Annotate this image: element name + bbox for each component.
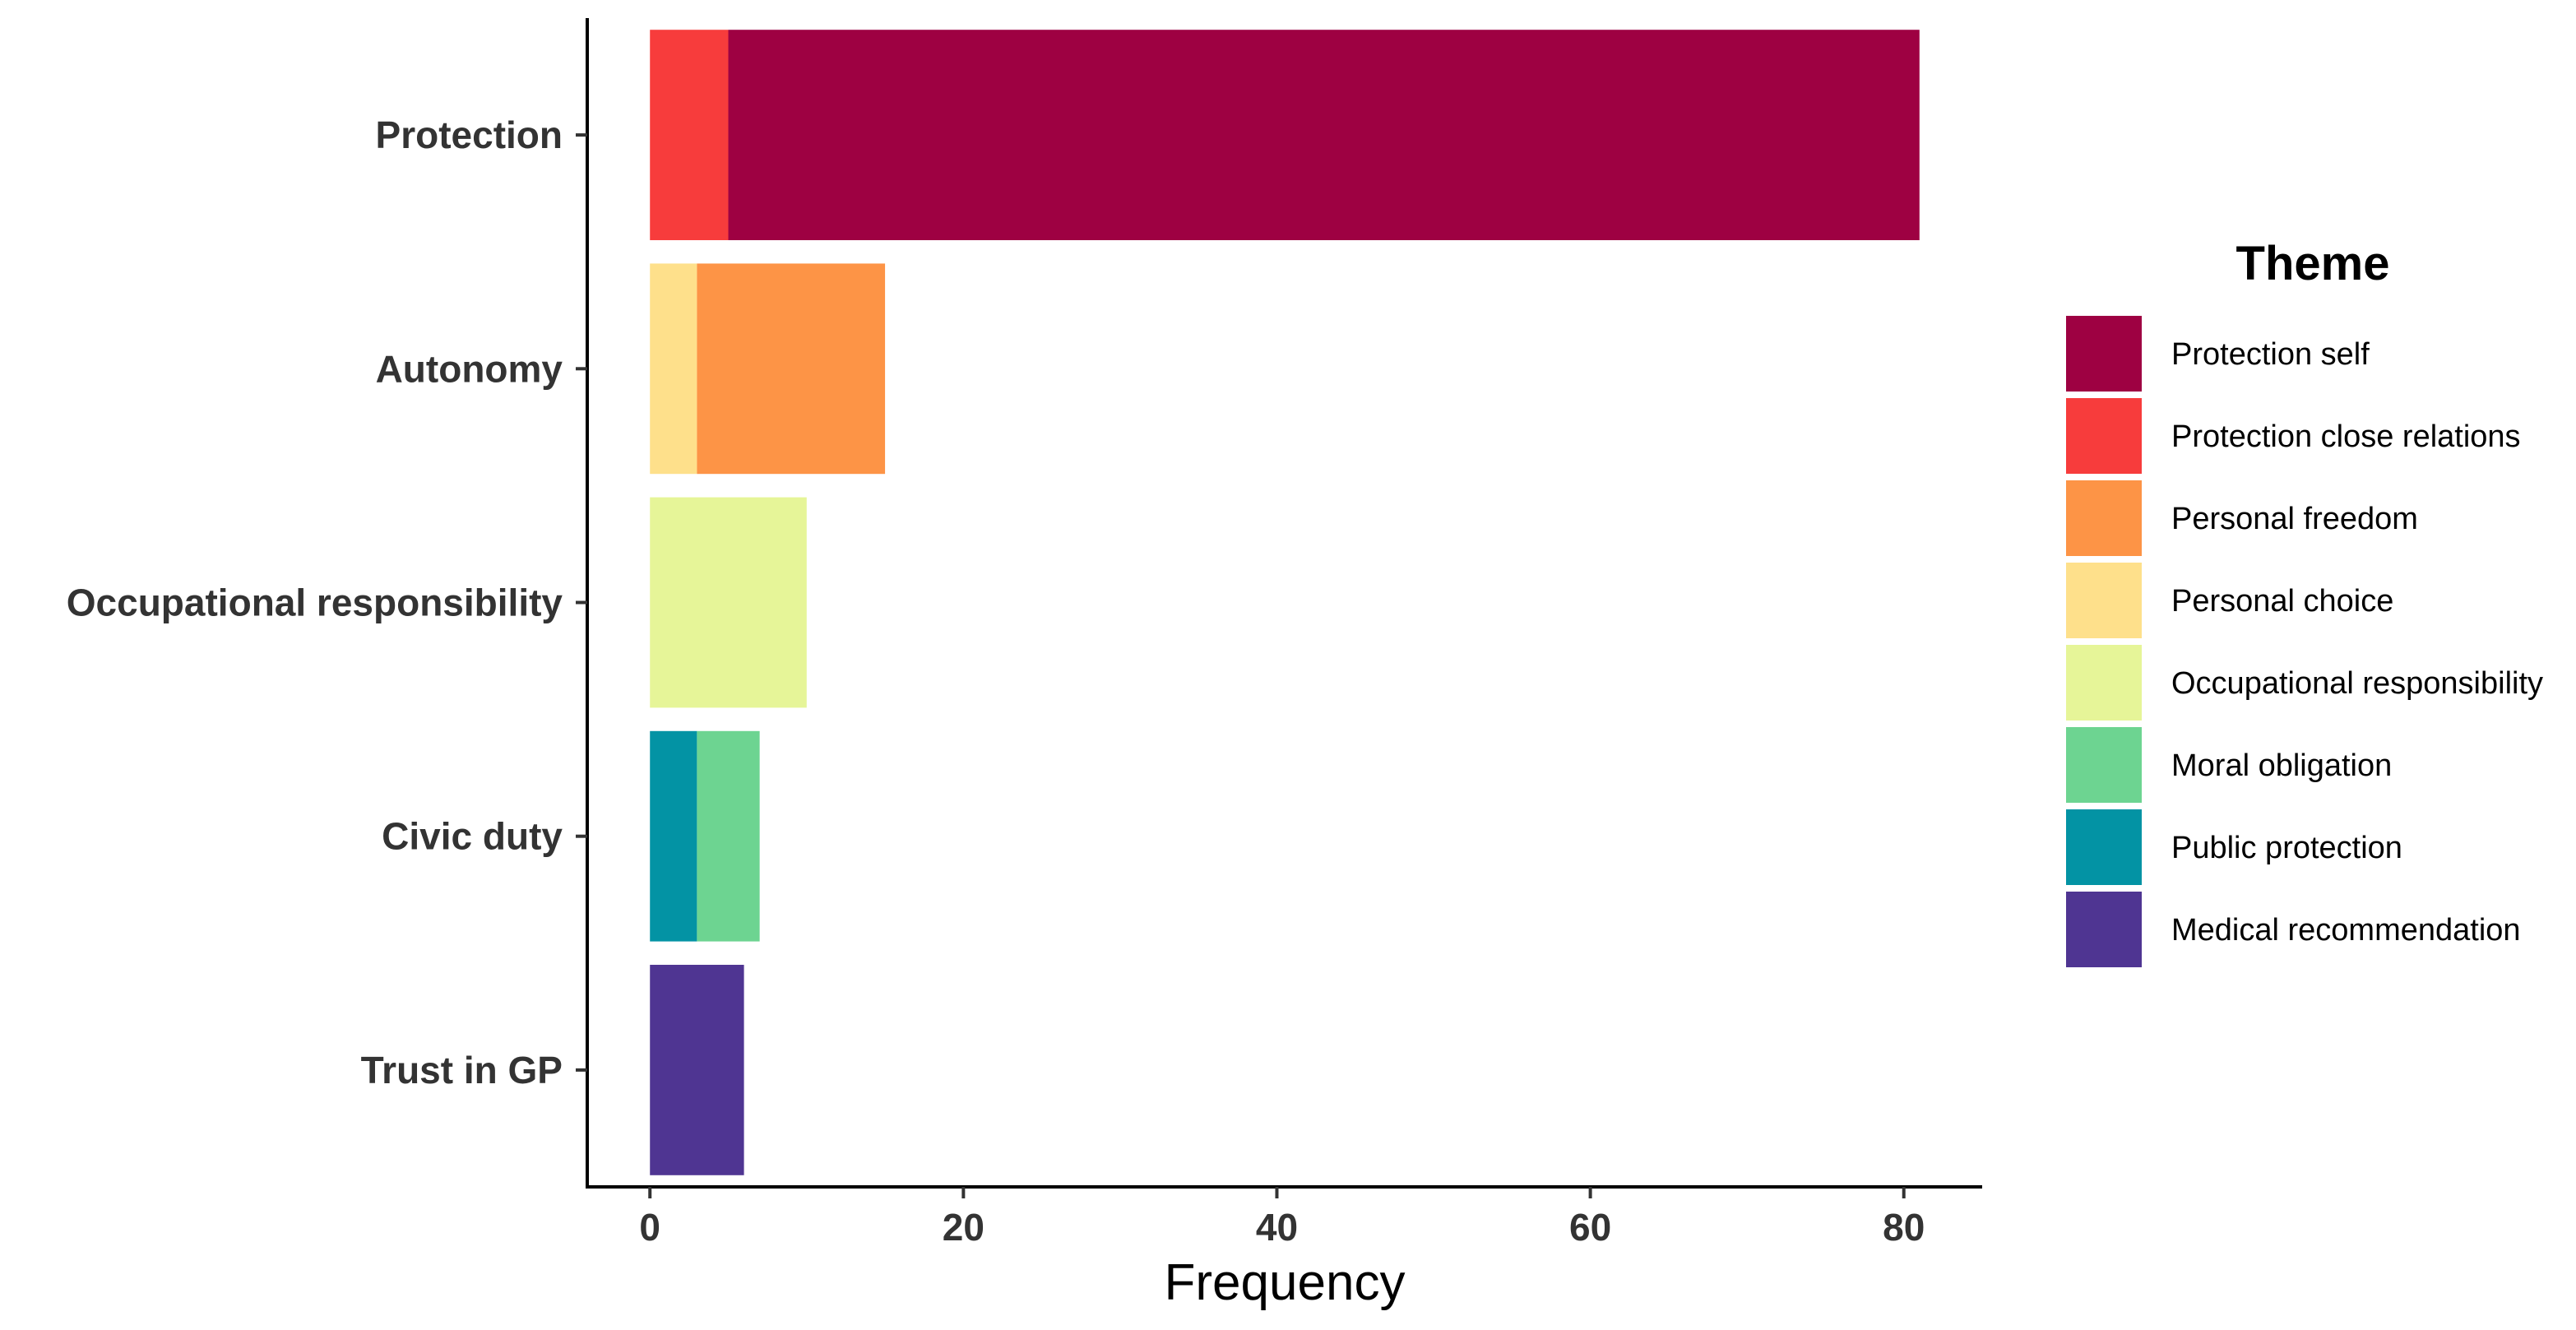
bar-trust-in-gp-medical-recommendation — [650, 965, 744, 1175]
legend-key-personal-freedom — [2066, 480, 2142, 556]
legend-label-moral-obligation: Moral obligation — [2171, 748, 2392, 783]
legend-label-personal-choice: Personal choice — [2171, 584, 2393, 619]
legend-label-occupational-responsibility: Occupational responsibility — [2171, 666, 2543, 701]
bars-group — [650, 30, 1920, 1175]
legend-label-personal-freedom: Personal freedom — [2171, 502, 2418, 536]
bar-civic-duty-moral-obligation — [697, 730, 760, 942]
legend-label-protection-self: Protection self — [2171, 337, 2370, 372]
legend-label-medical-recommendation: Medical recommendation — [2171, 913, 2521, 948]
x-tick-label-80: 80 — [1883, 1206, 1925, 1249]
y-tick-label-civic-duty: Civic duty — [382, 815, 563, 858]
x-tick-label-60: 60 — [1569, 1206, 1611, 1249]
legend-label-public-protection: Public protection — [2171, 831, 2402, 865]
bar-autonomy-personal-freedom — [697, 263, 886, 475]
y-tick-label-trust-in-gp: Trust in GP — [361, 1049, 563, 1091]
legend-key-protection-close-relations — [2066, 398, 2142, 474]
legend-key-personal-choice — [2066, 563, 2142, 638]
y-ticks-group: Protection Autonomy Occupational responsib… — [67, 114, 587, 1091]
y-tick-label-occupational-responsibility: Occupational responsibility — [67, 582, 563, 624]
legend-key-protection-self — [2066, 316, 2142, 392]
y-tick-label-protection: Protection — [376, 114, 563, 156]
x-tick-label-40: 40 — [1256, 1206, 1298, 1249]
x-tick-label-20: 20 — [943, 1206, 985, 1249]
x-axis-title: Frequency — [1165, 1254, 1406, 1311]
legend-key-moral-obligation — [2066, 727, 2142, 803]
bar-protection-protection-self — [728, 30, 1920, 240]
legend: Theme Protection self Protection close re… — [2066, 237, 2543, 967]
legend-title: Theme — [2236, 237, 2390, 290]
legend-key-medical-recommendation — [2066, 892, 2142, 967]
legend-label-protection-close-relations: Protection close relations — [2171, 419, 2521, 454]
bar-occupational-responsibility-occupational-responsibility — [650, 497, 807, 708]
bar-protection-protection-close-relations — [650, 30, 729, 240]
y-tick-label-autonomy: Autonomy — [376, 347, 563, 390]
legend-items: Protection self Protection close relation… — [2066, 316, 2543, 967]
legend-key-public-protection — [2066, 809, 2142, 885]
legend-key-occupational-responsibility — [2066, 645, 2142, 721]
x-ticks-group: 0 20 40 60 80 — [639, 1187, 1925, 1249]
bar-autonomy-personal-choice — [650, 263, 697, 475]
bar-civic-duty-public-protection — [650, 730, 697, 942]
x-tick-label-0: 0 — [639, 1206, 660, 1249]
